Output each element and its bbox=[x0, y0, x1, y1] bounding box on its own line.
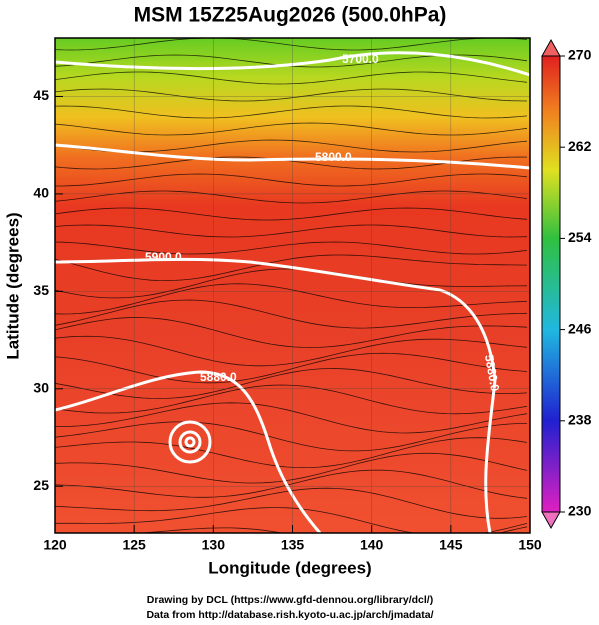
x-tick-label: 130 bbox=[202, 537, 226, 553]
footer: Drawing by DCL (https://www.gfd-dennou.o… bbox=[147, 594, 433, 606]
colorbar-tick-label: 246 bbox=[568, 320, 592, 336]
contour-line bbox=[55, 257, 497, 533]
streamline bbox=[55, 190, 528, 204]
streamline bbox=[55, 268, 528, 299]
x-tick-label: 135 bbox=[281, 537, 305, 553]
y-tick-label: 25 bbox=[33, 477, 49, 493]
contour-label: 5700.0 bbox=[342, 52, 379, 66]
colorbar-tick-label: 270 bbox=[568, 47, 592, 63]
contour-ring bbox=[178, 430, 202, 454]
x-axis-label: Longitude (degrees) bbox=[208, 558, 371, 577]
contour-label: 5900.0 bbox=[145, 250, 182, 264]
streamline bbox=[55, 317, 528, 348]
chart-title: MSM 15Z25Aug2026 (500.0hPa) bbox=[134, 4, 447, 27]
streamlines bbox=[55, 38, 528, 533]
streamline bbox=[55, 105, 528, 119]
x-tick-label: 140 bbox=[360, 537, 384, 553]
y-tick-label: 35 bbox=[33, 282, 49, 298]
streamline bbox=[55, 224, 528, 238]
streamline bbox=[55, 507, 528, 533]
streamline bbox=[55, 421, 528, 452]
colorbar-tick-label: 230 bbox=[568, 503, 592, 519]
streamline bbox=[55, 452, 528, 484]
streamline bbox=[55, 335, 528, 367]
streamline bbox=[55, 71, 528, 85]
x-tick-label: 145 bbox=[439, 537, 463, 553]
colorbar bbox=[541, 55, 561, 513]
contour-line bbox=[55, 143, 530, 170]
streamline bbox=[55, 384, 528, 415]
contour-label: 5880.0 bbox=[200, 370, 237, 384]
y-axis-label: Latitude (degrees) bbox=[3, 212, 22, 359]
plot-frame bbox=[54, 37, 531, 534]
contours bbox=[55, 51, 530, 533]
y-tick-label: 40 bbox=[33, 185, 49, 201]
streamline bbox=[55, 402, 528, 434]
colorbar-extend bbox=[541, 511, 561, 530]
colorbar-tick-label: 238 bbox=[568, 412, 592, 428]
x-tick-label: 120 bbox=[43, 537, 67, 553]
streamline bbox=[55, 122, 528, 136]
colorbar-tick-label: 254 bbox=[568, 229, 592, 245]
streamline bbox=[55, 299, 528, 329]
contour-ring bbox=[184, 436, 196, 448]
contour-label: 5880.0 bbox=[482, 354, 502, 393]
colorbar-extend bbox=[541, 38, 561, 57]
streamline bbox=[55, 254, 528, 282]
contour-label: 5800.0 bbox=[315, 150, 352, 164]
streamline bbox=[55, 437, 528, 469]
contour-ring bbox=[168, 420, 212, 464]
streamline bbox=[55, 38, 528, 51]
streamline bbox=[55, 352, 528, 384]
y-tick-label: 45 bbox=[33, 87, 49, 103]
streamline bbox=[55, 207, 528, 221]
streamline bbox=[55, 283, 528, 315]
y-tick-label: 30 bbox=[33, 379, 49, 395]
streamline bbox=[55, 88, 528, 102]
footer: Data from http://database.rish.kyoto-u.a… bbox=[146, 609, 433, 621]
streamline bbox=[55, 469, 528, 499]
streamline bbox=[55, 241, 528, 255]
streamline bbox=[55, 368, 528, 399]
streamline bbox=[55, 173, 528, 187]
colorbar-tick-label: 262 bbox=[568, 138, 592, 154]
contour-line bbox=[55, 370, 322, 533]
x-tick-label: 150 bbox=[518, 537, 542, 553]
contour-line bbox=[55, 51, 530, 77]
x-tick-label: 125 bbox=[122, 537, 146, 553]
